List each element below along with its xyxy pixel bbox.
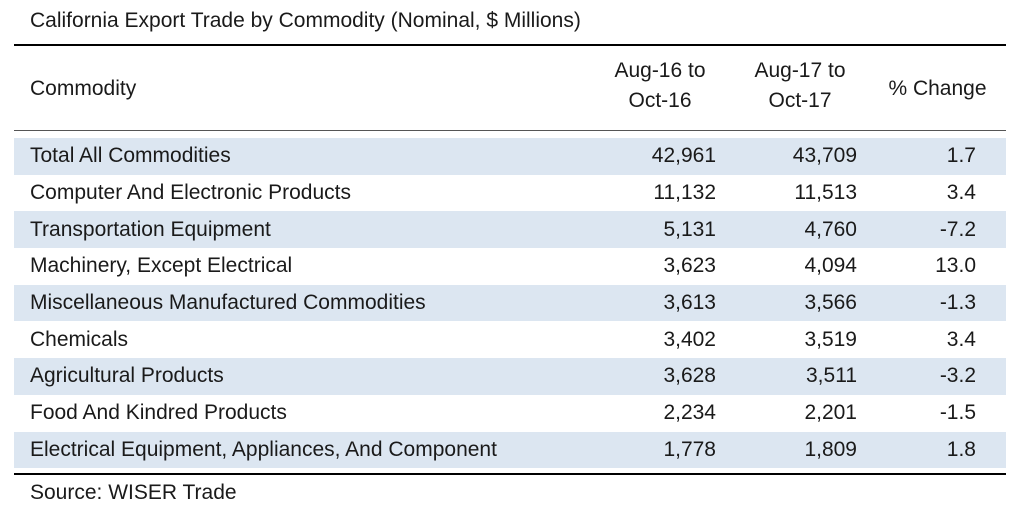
- table-row: Miscellaneous Manufactured Commodities 3,…: [14, 284, 1006, 322]
- commodity-cell: Transportation Equipment: [30, 217, 271, 241]
- table-row: Machinery, Except Electrical 3,623 4,094 13…: [14, 248, 1006, 285]
- header-period-2017: Aug-17 to Oct-17: [730, 56, 870, 116]
- pct-change-cell: -7.2: [939, 217, 976, 241]
- pct-change-cell: 3.4: [946, 327, 976, 351]
- value-2017-cell: 43,709: [792, 144, 857, 168]
- value-2017-cell: 3,511: [806, 364, 857, 388]
- header-period-2016: Aug-16 to Oct-16: [590, 56, 730, 116]
- table-row: Computer And Electronic Products 11,132 11…: [14, 175, 1006, 212]
- value-2016-cell: 1,778: [663, 437, 716, 461]
- commodity-cell: Machinery, Except Electrical: [30, 254, 293, 278]
- pct-change-cell: -1.3: [939, 291, 976, 315]
- table-row: Agricultural Products 3,628 3,511 -3.2: [14, 358, 1006, 395]
- table-body: Total All Commodities 42,961 43,709 1.7 Comp…: [14, 138, 1006, 469]
- commodity-cell: Total All Commodities: [30, 144, 231, 168]
- value-2017-cell: 4,094: [804, 254, 857, 278]
- source-note: Source: WISER Trade: [30, 481, 237, 504]
- value-2016-cell: 42,961: [651, 144, 716, 168]
- value-2016-cell: 2,234: [663, 401, 716, 425]
- value-2017-cell: 1,809: [804, 437, 857, 461]
- commodity-cell: Agricultural Products: [30, 364, 224, 388]
- commodity-cell: Miscellaneous Manufactured Commodities: [30, 291, 426, 315]
- top-rule: [14, 44, 1006, 46]
- header-commodity: Commodity: [30, 77, 137, 100]
- table-row: Transportation Equipment 5,131 4,760 -7.2: [14, 211, 1006, 249]
- value-2017-cell: 2,201: [804, 401, 857, 425]
- value-2016-cell: 11,132: [653, 181, 716, 205]
- header-period-2016-line1: Aug-16 to: [614, 59, 706, 82]
- pct-change-cell: 1.8: [946, 437, 976, 461]
- value-2017-cell: 3,566: [804, 291, 857, 315]
- table-row: Electrical Equipment, Appliances, And Co…: [14, 431, 1006, 469]
- header-period-2017-line2: Oct-17: [768, 89, 832, 112]
- pct-change-cell: 3.4: [946, 181, 976, 205]
- table-row: Food And Kindred Products 2,234 2,201 -1.5: [14, 395, 1006, 432]
- commodity-cell: Computer And Electronic Products: [30, 181, 351, 205]
- header-period-2016-line2: Oct-16: [628, 89, 692, 112]
- bottom-rule: [14, 473, 1006, 475]
- header-period-2017-line1: Aug-17 to: [754, 59, 846, 82]
- value-2016-cell: 3,402: [663, 327, 716, 351]
- pct-change-cell: 13.0: [935, 254, 976, 278]
- table-row: Total All Commodities 42,961 43,709 1.7: [14, 138, 1006, 175]
- value-2016-cell: 3,613: [663, 291, 716, 315]
- value-2017-cell: 11,513: [794, 181, 857, 205]
- pct-change-cell: -1.5: [939, 401, 976, 425]
- value-2016-cell: 3,623: [663, 254, 716, 278]
- header-rule: [14, 130, 1006, 131]
- commodity-cell: Electrical Equipment, Appliances, And Co…: [30, 437, 497, 461]
- table-row: Chemicals 3,402 3,519 3.4: [14, 321, 1006, 358]
- table-title: California Export Trade by Commodity (No…: [30, 9, 581, 32]
- commodity-cell: Chemicals: [30, 327, 129, 351]
- commodity-cell: Food And Kindred Products: [30, 401, 287, 425]
- value-2017-cell: 3,519: [804, 327, 857, 351]
- pct-change-cell: 1.7: [946, 144, 976, 168]
- value-2017-cell: 4,760: [804, 217, 857, 241]
- value-2016-cell: 3,628: [663, 364, 716, 388]
- pct-change-cell: -3.2: [939, 364, 976, 388]
- value-2016-cell: 5,131: [663, 217, 716, 241]
- header-pct-change: % Change: [888, 77, 987, 100]
